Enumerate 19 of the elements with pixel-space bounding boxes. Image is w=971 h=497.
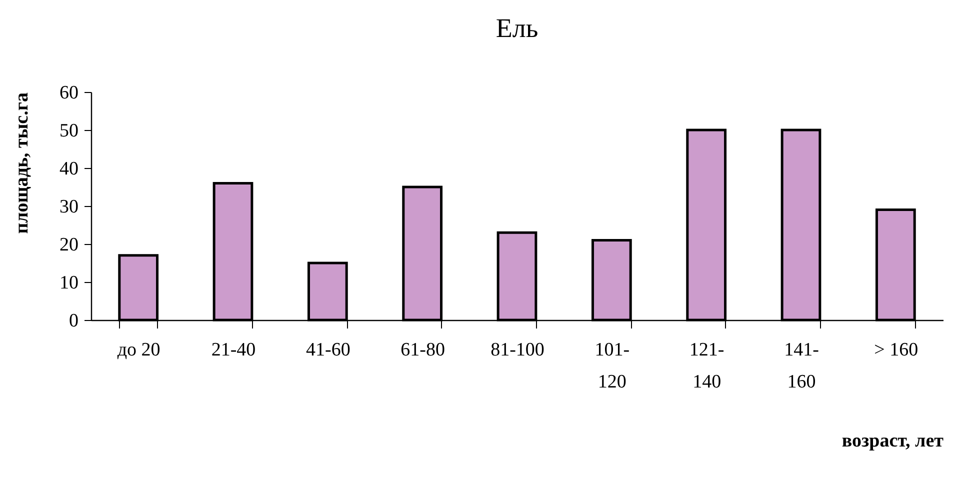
x-tick-label: 21-40 <box>211 340 256 360</box>
y-axis-title: площадь, тыс.га <box>12 92 32 234</box>
y-tick-label: 40 <box>60 158 78 180</box>
y-tick-label: 20 <box>60 234 78 256</box>
y-tick-label: 10 <box>60 272 78 294</box>
y-tick-label: 30 <box>60 196 78 218</box>
x-tick-label: 41-60 <box>306 340 350 360</box>
x-tick-label: 121-140 <box>689 340 724 392</box>
y-tick-label: 0 <box>69 310 78 332</box>
x-tick-label: > 160 <box>874 340 918 360</box>
chart-title: Ель <box>496 13 538 43</box>
x-tick-label: 141-160 <box>784 340 819 392</box>
x-tick-label: до 20 <box>117 340 160 360</box>
y-tick-label: 60 <box>60 82 78 104</box>
x-tick-label: 101-120 <box>594 340 630 392</box>
x-tick-label: 81-100 <box>490 340 544 360</box>
x-tick-label: 61-80 <box>400 340 445 360</box>
x-axis-title: возраст, лет <box>842 430 944 452</box>
y-tick-label: 50 <box>60 120 78 142</box>
